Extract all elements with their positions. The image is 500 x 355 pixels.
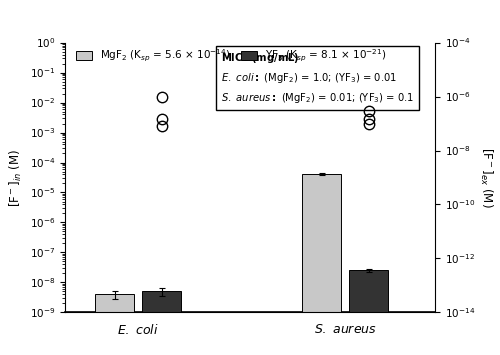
Bar — [142, 291, 181, 355]
Bar — [96, 294, 134, 355]
Bar — [350, 271, 388, 355]
Bar — [302, 174, 341, 355]
Y-axis label: [F$^-$]$_{ex}$ (M): [F$^-$]$_{ex}$ (M) — [478, 147, 494, 208]
Y-axis label: [F$^-$]$_{in}$ (M): [F$^-$]$_{in}$ (M) — [8, 148, 24, 207]
Legend: MgF$_2$ (K$_{sp}$ = 5.6 $\times$ 10$^{-14}$), YF$_3$ (K$_{sp}$ = 8.1 $\times$ 10: MgF$_2$ (K$_{sp}$ = 5.6 $\times$ 10$^{-1… — [76, 48, 386, 64]
Text: $\mathbf{MICs\ (mg/mL)}$
$\it{E.\ coli}$$\mathbf{:}$ (MgF$_2$) = 1.0; (YF$_3$) =: $\mathbf{MICs\ (mg/mL)}$ $\it{E.\ coli}$… — [221, 51, 414, 105]
